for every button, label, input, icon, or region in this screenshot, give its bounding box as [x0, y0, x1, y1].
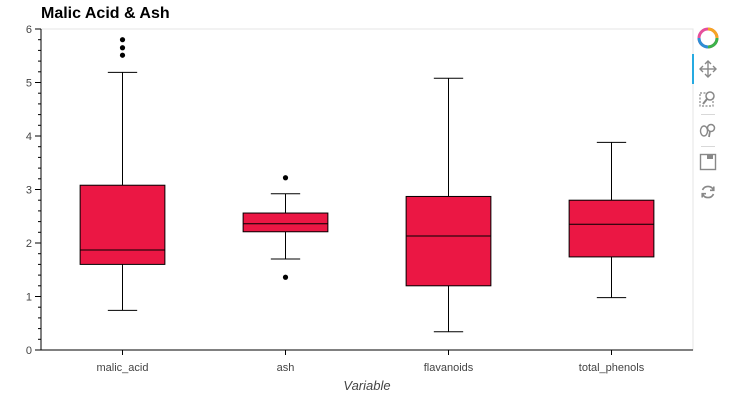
x-axis-label: Variable [343, 378, 390, 393]
iqr-box [79, 184, 166, 265]
box-zoom-icon[interactable] [696, 87, 720, 111]
y-tick-label: 3 [26, 185, 32, 197]
save-icon[interactable] [696, 150, 720, 174]
iqr-box [405, 195, 492, 287]
active-tool-marker [692, 54, 694, 84]
pan-icon[interactable] [696, 57, 720, 81]
x-tick-label: ash [277, 362, 295, 374]
outlier-point [282, 175, 289, 181]
iqr-box [568, 199, 655, 258]
box-total_phenols [568, 141, 655, 299]
x-tick-label: total_phenols [579, 362, 645, 374]
box-ash [242, 175, 329, 280]
outlier-point [119, 45, 126, 51]
y-tick-label: 1 [26, 292, 32, 304]
box-malic_acid [79, 37, 166, 311]
y-tick-label: 0 [26, 345, 32, 357]
y-tick-label: 6 [26, 24, 32, 36]
iqr-box [242, 212, 329, 233]
outlier-point [119, 37, 126, 43]
wheel-zoom-icon[interactable] [696, 118, 720, 142]
chart-title: Malic Acid & Ash [41, 5, 170, 22]
y-tick-label: 5 [26, 78, 32, 90]
x-tick-label: malic_acid [97, 362, 149, 374]
bokeh-logo-icon[interactable] [696, 26, 720, 50]
y-tick-label: 2 [26, 238, 32, 250]
toolbar [692, 24, 732, 224]
x-tick-label: flavanoids [424, 362, 474, 374]
y-tick-label: 4 [26, 131, 32, 143]
box-flavanoids [405, 77, 492, 333]
reset-icon[interactable] [696, 180, 720, 204]
outlier-point [282, 274, 289, 280]
outlier-point [119, 52, 126, 58]
